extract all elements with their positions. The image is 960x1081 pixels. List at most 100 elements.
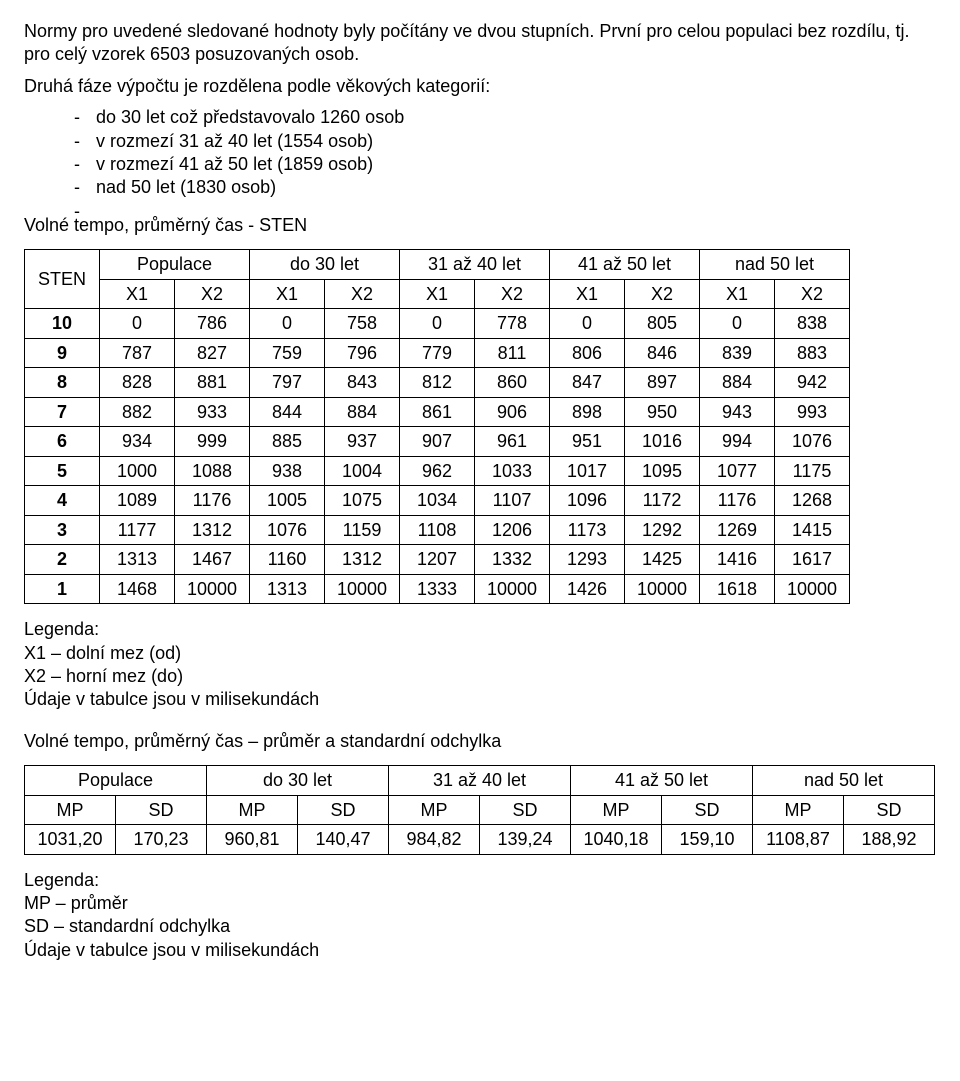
table-cell: 933	[175, 397, 250, 427]
table-cell: 861	[400, 397, 475, 427]
sub-header: SD	[662, 795, 753, 825]
group-header: Populace	[100, 250, 250, 280]
section1-title: Volné tempo, průměrný čas - STEN	[24, 214, 936, 237]
section2-title: Volné tempo, průměrný čas – průměr a sta…	[24, 730, 936, 753]
intro-paragraph-2: Druhá fáze výpočtu je rozdělena podle vě…	[24, 75, 936, 98]
table-cell: 1206	[475, 515, 550, 545]
sten-table: STENPopulacedo 30 let31 až 40 let41 až 5…	[24, 249, 850, 604]
table-cell: 1040,18	[571, 825, 662, 855]
sub-header: X1	[400, 279, 475, 309]
table-cell: 937	[325, 427, 400, 457]
table-cell: 0	[400, 309, 475, 339]
table-cell: 882	[100, 397, 175, 427]
table-cell: 786	[175, 309, 250, 339]
table-cell: 934	[100, 427, 175, 457]
sub-header: SD	[298, 795, 389, 825]
legend-line: SD – standardní odchylka	[24, 915, 936, 938]
table-cell: 827	[175, 338, 250, 368]
table-cell: 1107	[475, 486, 550, 516]
table-cell: 839	[700, 338, 775, 368]
table-cell: 960,81	[207, 825, 298, 855]
sub-header: MP	[207, 795, 298, 825]
table-cell: 787	[100, 338, 175, 368]
table-cell: 1312	[175, 515, 250, 545]
table-cell: 1108,87	[753, 825, 844, 855]
bullet-item: v rozmezí 41 až 50 let (1859 osob)	[24, 153, 936, 176]
table-cell: 10000	[325, 574, 400, 604]
table-cell: 881	[175, 368, 250, 398]
table-cell: 884	[325, 397, 400, 427]
sub-header: X1	[250, 279, 325, 309]
table-cell: 1312	[325, 545, 400, 575]
table-cell: 140,47	[298, 825, 389, 855]
legend-line: Údaje v tabulce jsou v milisekundách	[24, 939, 936, 962]
section1-legend: Legenda: X1 – dolní mez (od)X2 – horní m…	[24, 618, 936, 712]
sten-value: 6	[25, 427, 100, 457]
sten-value: 1	[25, 574, 100, 604]
table-cell: 1076	[250, 515, 325, 545]
table-cell: 1176	[175, 486, 250, 516]
group-header: nad 50 let	[753, 766, 935, 796]
table-cell: 1617	[775, 545, 850, 575]
table-cell: 943	[700, 397, 775, 427]
sub-header: MP	[753, 795, 844, 825]
sten-value: 7	[25, 397, 100, 427]
table-cell: 1176	[700, 486, 775, 516]
table-cell: 812	[400, 368, 475, 398]
sub-header: X2	[625, 279, 700, 309]
table-cell: 883	[775, 338, 850, 368]
sub-header: MP	[25, 795, 116, 825]
table-cell: 1269	[700, 515, 775, 545]
sub-header: SD	[844, 795, 935, 825]
table-cell: 1034	[400, 486, 475, 516]
legend-title: Legenda:	[24, 869, 936, 892]
table-cell: 942	[775, 368, 850, 398]
table-cell: 1177	[100, 515, 175, 545]
sten-value: 9	[25, 338, 100, 368]
legend-line: MP – průměr	[24, 892, 936, 915]
table-cell: 906	[475, 397, 550, 427]
group-header: do 30 let	[207, 766, 389, 796]
group-header: 31 až 40 let	[400, 250, 550, 280]
table-cell: 1467	[175, 545, 250, 575]
table-cell: 1468	[100, 574, 175, 604]
table-cell: 1000	[100, 456, 175, 486]
legend-line: X1 – dolní mez (od)	[24, 642, 936, 665]
table-cell: 805	[625, 309, 700, 339]
sub-header: X1	[550, 279, 625, 309]
sub-header: MP	[389, 795, 480, 825]
table-cell: 961	[475, 427, 550, 457]
table-cell: 1031,20	[25, 825, 116, 855]
table-cell: 1016	[625, 427, 700, 457]
table-cell: 950	[625, 397, 700, 427]
table-cell: 1095	[625, 456, 700, 486]
table-cell: 1293	[550, 545, 625, 575]
sub-header: SD	[116, 795, 207, 825]
stats-table: Populacedo 30 let31 až 40 let41 až 50 le…	[24, 765, 935, 855]
bullet-list: do 30 let což představovalo 1260 osobv r…	[24, 106, 936, 200]
sub-header: SD	[480, 795, 571, 825]
table-cell: 984,82	[389, 825, 480, 855]
sub-header: X2	[325, 279, 400, 309]
table-cell: 1089	[100, 486, 175, 516]
legend-title: Legenda:	[24, 618, 936, 641]
table-cell: 1173	[550, 515, 625, 545]
table-cell: 0	[250, 309, 325, 339]
sub-header: X2	[475, 279, 550, 309]
sten-value: 5	[25, 456, 100, 486]
table-cell: 1075	[325, 486, 400, 516]
sten-value: 8	[25, 368, 100, 398]
table-cell: 1425	[625, 545, 700, 575]
bullet-item: v rozmezí 31 až 40 let (1554 osob)	[24, 130, 936, 153]
sten-value: 4	[25, 486, 100, 516]
table-cell: 898	[550, 397, 625, 427]
table-cell: 897	[625, 368, 700, 398]
sub-header: X2	[175, 279, 250, 309]
table-cell: 0	[550, 309, 625, 339]
table-cell: 1172	[625, 486, 700, 516]
table-cell: 1076	[775, 427, 850, 457]
table-cell: 828	[100, 368, 175, 398]
table-cell: 1159	[325, 515, 400, 545]
table-cell: 994	[700, 427, 775, 457]
sten-value: 10	[25, 309, 100, 339]
